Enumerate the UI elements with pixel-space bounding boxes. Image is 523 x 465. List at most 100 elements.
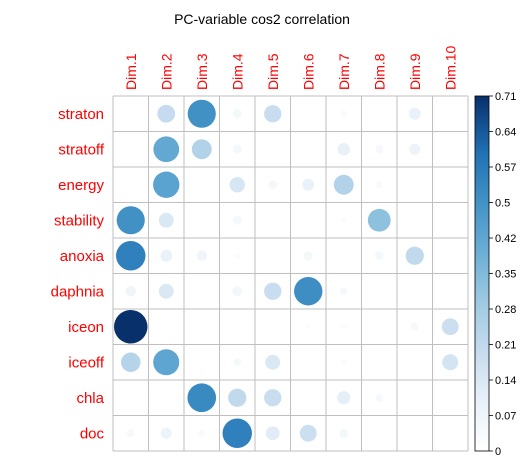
cell-circle-stratoff-Dim.10	[448, 147, 453, 152]
colorbar-tick-label: 0.07	[495, 411, 516, 423]
row-label: anoxia	[60, 248, 105, 265]
cell-circle-straton-Dim.5	[264, 105, 282, 123]
cell-circle-anoxia-Dim.10	[448, 253, 453, 258]
column-label: Dim.1	[123, 53, 139, 90]
colorbar-tick-label: 0.21	[495, 340, 516, 352]
cell-circle-straton-Dim.8	[377, 111, 382, 116]
cell-circle-straton-Dim.9	[408, 107, 421, 120]
row-label: straton	[58, 106, 104, 123]
cell-circle-doc-Dim.4	[222, 418, 252, 448]
cell-circle-chla-Dim.7	[337, 391, 351, 405]
cell-circle-stratoff-Dim.5	[270, 147, 275, 152]
cell-circle-iceoff-Dim.5	[265, 354, 281, 370]
colorbar-tick-label: 0.14	[495, 375, 516, 387]
cell-circle-stability-Dim.2	[158, 212, 174, 228]
row-label: stratoff	[58, 141, 104, 158]
cell-circle-anoxia-Dim.1	[116, 241, 146, 271]
colorbar-tick-label: 0.57	[495, 162, 516, 174]
cell-circle-anoxia-Dim.8	[374, 251, 384, 261]
column-label: Dim.5	[265, 53, 281, 90]
cell-circle-anoxia-Dim.6	[303, 251, 313, 261]
cell-circle-iceoff-Dim.2	[153, 349, 180, 376]
row-label: daphnia	[51, 283, 105, 300]
cell-circle-energy-Dim.9	[412, 182, 417, 187]
cell-circle-iceon-Dim.10	[441, 318, 459, 336]
column-label: Dim.6	[300, 53, 316, 90]
cell-circle-energy-Dim.8	[375, 181, 383, 189]
row-label: energy	[58, 177, 104, 194]
cell-circle-iceon-Dim.5	[270, 324, 275, 329]
column-label: Dim.4	[229, 53, 245, 90]
cell-circle-stratoff-Dim.7	[337, 142, 351, 156]
colorbar-tick-label: 0.42	[495, 233, 516, 245]
cell-circle-chla-Dim.3	[187, 383, 217, 413]
cell-circle-straton-Dim.10	[448, 111, 453, 116]
cell-circle-doc-Dim.7	[339, 428, 349, 438]
colorbar-gradient	[474, 95, 490, 452]
cell-circle-daphnia-Dim.1	[125, 285, 137, 297]
row-label: chla	[76, 390, 104, 407]
cell-circle-daphnia-Dim.5	[264, 282, 282, 300]
cell-circle-stratoff-Dim.2	[153, 136, 180, 163]
column-label: Dim.9	[407, 53, 423, 90]
cell-circle-stability-Dim.7	[340, 217, 347, 224]
cell-circle-daphnia-Dim.6	[294, 277, 323, 306]
cell-circle-energy-Dim.7	[333, 174, 354, 195]
cell-circle-chla-Dim.4	[228, 388, 247, 407]
chart-title: PC-variable cos2 correlation	[174, 11, 350, 27]
cell-circle-stratoff-Dim.9	[409, 143, 421, 155]
cell-circle-chla-Dim.8	[375, 393, 384, 402]
cell-circle-anoxia-Dim.2	[160, 249, 173, 262]
cell-circle-anoxia-Dim.4	[234, 252, 241, 259]
cell-circle-straton-Dim.3	[187, 99, 216, 128]
column-labels: Dim.1 Dim.2 Dim.3 Dim.4 Dim.5 Dim.6 Dim.7 Dim.8…	[123, 45, 459, 90]
cell-circle-energy-Dim.5	[268, 180, 278, 190]
cell-circle-stability-Dim.3	[199, 218, 204, 223]
cell-circle-daphnia-Dim.9	[412, 289, 417, 294]
cell-circle-doc-Dim.5	[265, 426, 280, 441]
cell-circle-chla-Dim.1	[128, 395, 133, 400]
row-label: doc	[80, 425, 105, 442]
cell-circle-anoxia-Dim.7	[341, 253, 346, 258]
cell-circle-doc-Dim.6	[299, 424, 317, 442]
column-label: Dim.3	[194, 53, 210, 90]
cell-circle-straton-Dim.4	[232, 109, 242, 119]
cell-circle-iceoff-Dim.7	[340, 359, 347, 366]
row-label: stability	[54, 212, 105, 229]
cell-circle-chla-Dim.2	[164, 395, 169, 400]
colorbar-tick-label: 0.71	[495, 91, 516, 103]
grid	[112, 95, 469, 452]
cell-circle-doc-Dim.1	[126, 429, 135, 438]
cell-circle-stability-Dim.8	[367, 208, 391, 232]
colorbar-tick-label: 0	[495, 446, 501, 458]
cell-circle-stratoff-Dim.8	[375, 145, 384, 154]
column-label: Dim.2	[158, 53, 174, 90]
cell-circle-anoxia-Dim.9	[405, 246, 424, 265]
cell-circle-energy-Dim.6	[302, 178, 315, 191]
colorbar: 0.71 0.64 0.57 0.5 0.42 0.35 0.28 0.21 0.14 0.07 0	[474, 91, 516, 458]
circles	[114, 99, 459, 448]
cell-circle-stability-Dim.1	[116, 206, 145, 235]
cell-circle-straton-Dim.7	[340, 110, 348, 118]
cell-circle-iceoff-Dim.10	[442, 354, 459, 371]
cell-circle-chla-Dim.5	[264, 389, 282, 407]
column-label: Dim.10	[442, 45, 458, 90]
colorbar-tick-label: 0.35	[495, 269, 516, 281]
cell-circle-stability-Dim.4	[232, 215, 242, 225]
cell-circle-stability-Dim.6	[306, 218, 311, 223]
colorbar-tick-label: 0.28	[495, 304, 516, 316]
cell-circle-anoxia-Dim.3	[196, 250, 208, 262]
cell-circle-doc-Dim.2	[160, 427, 172, 439]
cell-circle-daphnia-Dim.4	[232, 286, 243, 297]
row-label: iceon	[68, 319, 104, 336]
cell-circle-stratoff-Dim.4	[232, 144, 242, 154]
cell-circle-doc-Dim.3	[198, 429, 206, 437]
cell-circle-iceoff-Dim.4	[233, 358, 242, 367]
colorbar-tick-label: 0.5	[495, 198, 510, 210]
cell-circle-daphnia-Dim.7	[339, 287, 348, 296]
row-label: iceoff	[68, 354, 104, 371]
cell-circle-iceoff-Dim.1	[121, 352, 141, 372]
cell-circle-iceon-Dim.1	[114, 310, 148, 344]
